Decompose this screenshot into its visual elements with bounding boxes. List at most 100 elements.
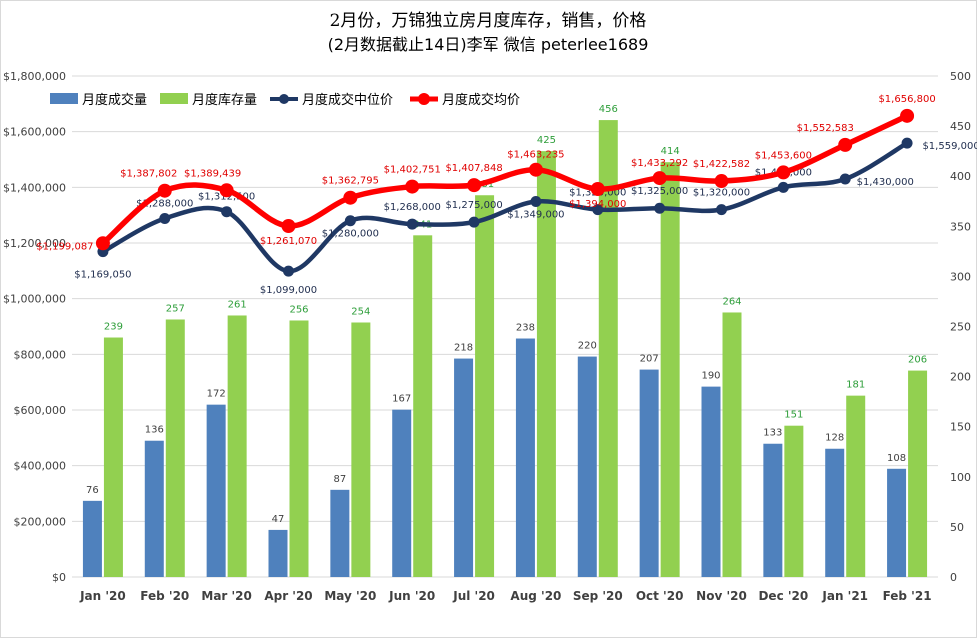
median-price-line [101, 141, 909, 274]
bar-series: 7623913625717226147256872541673412183812… [82, 104, 928, 577]
average-price-label: $1,261,070 [260, 236, 317, 247]
inventory-bar [475, 195, 495, 577]
sales-bar-label: 87 [333, 474, 346, 485]
x-tick-label: Jan '20 [79, 589, 126, 603]
left-tick-label: $1,400,000 [3, 181, 66, 194]
left-tick-label: $800,000 [14, 348, 67, 361]
sales-bar-label: 47 [272, 514, 285, 525]
left-tick-label: $1,600,000 [3, 126, 66, 139]
average-price-label: $1,394,000 [569, 199, 626, 210]
left-tick-label: $400,000 [14, 460, 67, 473]
inventory-bar [908, 370, 928, 577]
right-tick-label: 500 [950, 70, 971, 83]
sales-bar-label: 76 [86, 485, 99, 496]
right-tick-label: 450 [950, 120, 971, 133]
sales-bar [639, 369, 659, 577]
left-tick-label: $0 [52, 571, 66, 584]
sales-bar-label: 133 [763, 428, 782, 439]
median-price-label: $1,288,000 [136, 199, 193, 210]
average-price-point [467, 178, 482, 193]
average-price-label: $1,422,582 [693, 159, 750, 170]
median-price-label: $1,268,000 [384, 202, 441, 213]
sales-bar-label: 190 [701, 371, 720, 382]
median-price-point [530, 196, 542, 208]
inventory-bar-label: 256 [289, 304, 308, 315]
inventory-bar-label: 425 [537, 135, 556, 146]
x-tick-label: Mar '20 [201, 589, 252, 603]
inventory-bar [165, 319, 185, 577]
x-tick-label: Apr '20 [264, 589, 312, 603]
left-axis: $0 $200,000 $400,000 $600,000 $800,000 $1,000… [3, 70, 66, 584]
sales-bar-label: 172 [207, 389, 226, 400]
inventory-bar [289, 320, 309, 577]
median-price-label: $1,430,000 [857, 177, 914, 188]
average-price-label: $1,199,087 [36, 241, 93, 252]
average-price-label: $1,362,795 [322, 176, 379, 187]
legend-label: 月度库存量 [192, 92, 257, 108]
median-price-point [406, 218, 418, 230]
sales-bar [825, 448, 845, 577]
x-tick-label: May '20 [324, 589, 376, 603]
average-price-point [714, 174, 729, 189]
inventory-bar [413, 235, 433, 577]
sales-bar-label: 207 [640, 354, 659, 365]
right-tick-label: 50 [950, 521, 964, 534]
sales-bar [206, 404, 226, 577]
median-price-point [468, 216, 480, 228]
left-tick-label: $600,000 [14, 404, 67, 417]
left-tick-label: $1,000,000 [3, 293, 66, 306]
x-tick-label: Sep '20 [573, 589, 623, 603]
sales-bar-label: 108 [887, 453, 906, 464]
inventory-bar [351, 322, 371, 577]
x-tick-label: Feb '21 [883, 589, 932, 603]
average-price-label: $1,433,292 [631, 158, 688, 169]
legend-marker [279, 94, 289, 104]
average-price-label: $1,552,583 [797, 123, 854, 134]
average-price-point [157, 183, 172, 198]
average-price-point [405, 179, 420, 194]
average-price-point [281, 219, 296, 234]
sales-bar [330, 489, 350, 577]
sales-bar [392, 409, 412, 577]
median-price-point [716, 204, 727, 216]
left-tick-label: $200,000 [14, 515, 67, 528]
median-price-point [159, 213, 171, 225]
median-price-point [777, 181, 789, 193]
median-price-label: $1,320,000 [693, 188, 750, 199]
right-tick-label: 150 [950, 421, 971, 434]
line-series: $1,169,050$1,288,000$1,312,500$1,099,000… [36, 94, 977, 296]
right-tick-label: 200 [950, 371, 971, 384]
inventory-bar-label: 264 [722, 296, 741, 307]
legend-label: 月度成交均价 [442, 92, 520, 108]
inventory-bar-label: 414 [661, 146, 680, 157]
right-tick-label: 250 [950, 321, 971, 334]
inventory-bar [722, 312, 742, 577]
sales-bar [763, 443, 783, 577]
inventory-bar [103, 337, 123, 577]
sales-bar [577, 356, 597, 577]
inventory-bar-label: 151 [784, 410, 803, 421]
median-price-point [283, 265, 294, 277]
sales-bar [515, 338, 535, 577]
x-tick-label: Feb '20 [140, 589, 189, 603]
inventory-bar [227, 315, 247, 577]
median-price-label: $1,169,050 [74, 270, 131, 281]
inventory-bar-label: 257 [166, 303, 185, 314]
sales-bar-label: 128 [825, 433, 844, 444]
average-price-label: $1,387,802 [120, 169, 177, 180]
right-axis: 0 50 100 150 200 250 300 350 400 450 500 [950, 70, 971, 584]
left-tick-label: $1,800,000 [3, 70, 66, 83]
legend-swatch [50, 93, 78, 104]
inventory-bar [598, 120, 618, 577]
sales-bar [887, 468, 907, 577]
average-price-point [776, 165, 791, 180]
average-price-point [95, 236, 110, 251]
sales-bar-label: 238 [516, 323, 535, 334]
x-tick-label: Jun '20 [388, 589, 435, 603]
median-price-point [901, 137, 913, 149]
median-price-label: $1,275,000 [445, 200, 502, 211]
x-tick-label: Dec '20 [758, 589, 808, 603]
median-price-point [592, 204, 604, 216]
inventory-bar-label: 206 [908, 355, 927, 366]
